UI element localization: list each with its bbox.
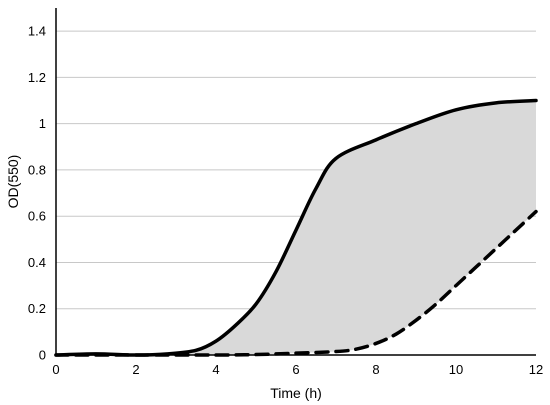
y-tick-labels: 0 0.2 0.4 0.6 0.8 1 1.2 1.4 [28, 24, 46, 363]
y-tick-label: 0.6 [28, 209, 46, 224]
x-tick-label: 10 [449, 362, 463, 377]
x-tick-labels: 0 2 4 6 8 10 12 [52, 362, 543, 377]
gridlines [56, 30, 536, 310]
shaded-area-between-curves [56, 100, 536, 356]
y-tick-label: 1.4 [28, 24, 46, 39]
x-axis-title: Time (h) [270, 385, 322, 401]
series-line-dashed [54, 209, 538, 357]
x-tick-label: 0 [52, 362, 59, 377]
y-tick-label: 0.8 [28, 162, 46, 177]
x-tick-label: 12 [529, 362, 543, 377]
x-tick-label: 4 [212, 362, 219, 377]
x-tick-label: 2 [132, 362, 139, 377]
x-tick-label: 8 [372, 362, 379, 377]
y-tick-label: 1.2 [28, 70, 46, 85]
y-tick-label: 0.4 [28, 255, 46, 270]
y-tick-label: 1 [39, 116, 46, 131]
y-tick-label: 0 [39, 348, 46, 363]
y-tick-label: 0.2 [28, 301, 46, 316]
x-tick-label: 6 [292, 362, 299, 377]
y-axis-title: OD(550) [5, 155, 21, 209]
